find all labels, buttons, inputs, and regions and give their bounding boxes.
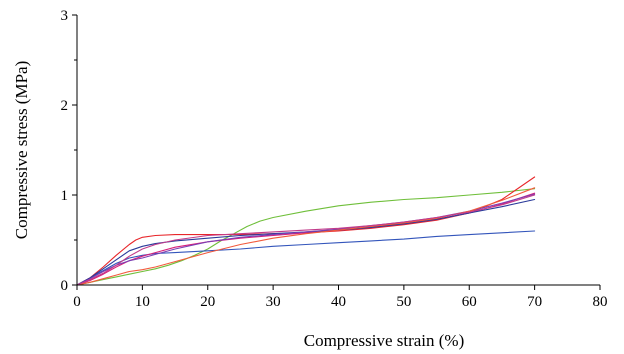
series-line-5	[76, 198, 536, 286]
y-tick-label: 3	[61, 8, 69, 24]
x-tick-label: 80	[593, 294, 608, 310]
series-line-1	[76, 188, 536, 286]
y-axis-title: Compressive stress (MPa)	[12, 61, 31, 239]
x-tick-label: 10	[135, 294, 150, 310]
x-tick-label: 60	[462, 294, 477, 310]
x-ticks: 0 10 20 30 40 50 60 70 80	[73, 285, 608, 310]
series-line-7	[76, 187, 536, 286]
series-line-2	[76, 230, 536, 286]
x-axis-title: Compressive strain (%)	[304, 331, 465, 350]
x-tick-label: 20	[200, 294, 215, 310]
x-tick-label: 50	[396, 294, 411, 310]
x-tick-label: 0	[73, 294, 81, 310]
y-tick-label: 0	[61, 278, 69, 294]
y-ticks: 0 1 2 3	[61, 8, 77, 294]
x-tick-label: 30	[266, 294, 281, 310]
series-line-8	[76, 194, 536, 286]
y-tick-label: 1	[61, 188, 69, 204]
series-lines	[76, 176, 536, 286]
x-tick-label: 70	[527, 294, 542, 310]
x-tick-label: 40	[331, 294, 346, 310]
y-tick-label: 2	[61, 98, 69, 114]
